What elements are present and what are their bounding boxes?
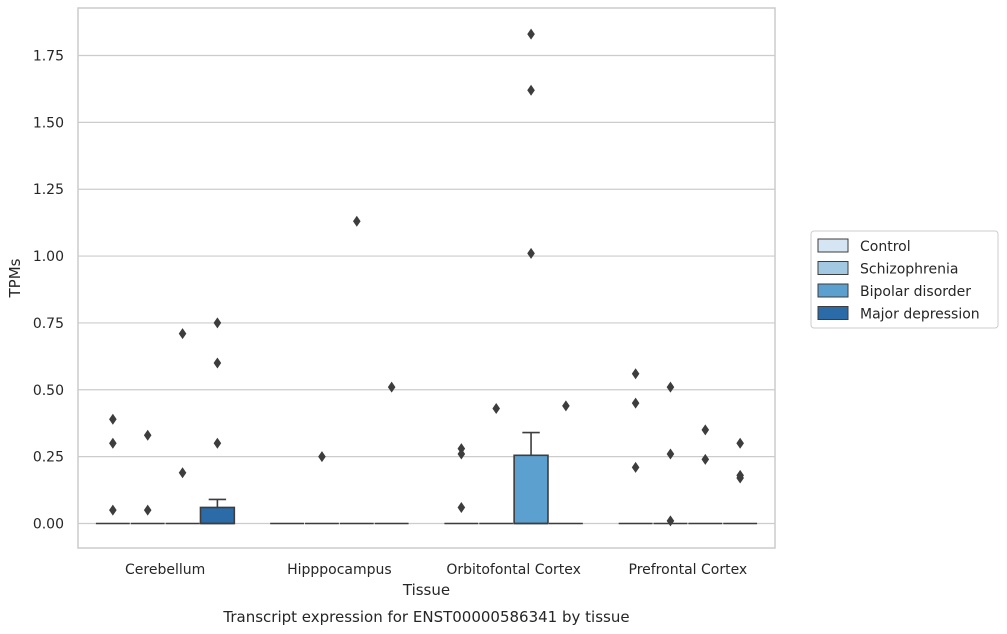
x-tick-labels: Cerebellum Hipppocampus Orbitofontal Corte… (125, 562, 747, 578)
outlier-point (178, 467, 187, 479)
outlier-point (666, 448, 675, 460)
outlier-point (701, 424, 710, 436)
outlier-point (666, 515, 675, 527)
outlier-point (178, 328, 187, 340)
outlier-point (631, 397, 640, 409)
grid-lines (78, 54, 775, 525)
outlier-point (666, 381, 675, 393)
outlier-point (492, 403, 500, 415)
legend-label: Major depression (860, 307, 980, 323)
box-group (479, 403, 514, 525)
legend-label: Schizophrenia (860, 262, 958, 278)
legend-swatch (817, 306, 849, 320)
outlier-point (213, 317, 222, 329)
outlier-point (318, 451, 326, 463)
legend: Control Schizophrenia Bipolar disorder Majo… (810, 230, 999, 329)
outlier-point (701, 453, 710, 465)
box-group (165, 328, 200, 525)
outlier-point (109, 437, 117, 449)
outlier-point (109, 413, 117, 425)
y-tick-label: 0.00 (33, 517, 64, 533)
outlier-point (562, 400, 570, 412)
outlier-point (143, 429, 152, 441)
outlier-point (109, 504, 117, 516)
box-group (548, 400, 583, 525)
y-axis-label: TPMs (6, 258, 24, 298)
box-plots (95, 28, 758, 527)
outlier-point (213, 437, 222, 449)
outlier-point (736, 437, 744, 449)
x-tick-label: Cerebellum (125, 562, 205, 578)
plot-frame (77, 7, 776, 549)
legend-frame (810, 230, 999, 329)
x-axis-label: Tissue (402, 581, 450, 599)
outlier-point (213, 357, 222, 369)
box-group (513, 28, 549, 525)
outlier-point (353, 215, 361, 227)
legend-label: Bipolar disorder (860, 284, 971, 300)
box-group (618, 368, 653, 525)
outlier-point (527, 28, 535, 40)
box-group (95, 413, 130, 525)
y-tick-label: 1.25 (33, 182, 64, 198)
legend-label: Control (860, 239, 911, 255)
outlier-point (457, 501, 466, 513)
legend-swatch (817, 261, 849, 275)
box-group (653, 381, 688, 527)
outlier-point (631, 461, 640, 473)
y-tick-label: 1.50 (33, 115, 64, 131)
y-tick-labels: 0.00 0.25 0.50 0.75 1.00 1.25 1.50 1.75 (33, 49, 64, 533)
box (513, 454, 549, 525)
x-tick-label: Hipppocampus (287, 562, 392, 578)
box-group (688, 424, 723, 525)
outlier-point (527, 84, 535, 96)
y-tick-label: 0.50 (33, 383, 64, 399)
legend-swatch (817, 238, 849, 253)
outlier-point (736, 472, 744, 484)
y-tick-label: 1.75 (33, 49, 64, 65)
box-group (339, 215, 374, 525)
x-tick-label: Prefrontal Cortex (629, 562, 748, 578)
box-group (199, 317, 236, 525)
box-group (374, 381, 409, 525)
legend-swatch (817, 283, 849, 298)
box (199, 506, 236, 525)
outlier-point (143, 504, 152, 516)
chart-caption: Transcript expression for ENST0000058634… (222, 608, 629, 626)
box-group (305, 451, 339, 525)
outlier-point (387, 381, 396, 393)
y-tick-label: 1.00 (33, 249, 64, 265)
box-group (130, 429, 165, 525)
box-group (723, 437, 758, 525)
outlier-point (457, 448, 466, 460)
y-tick-label: 0.25 (33, 450, 64, 466)
outlier-point (527, 247, 535, 259)
y-tick-label: 0.75 (33, 316, 64, 332)
box-group (444, 443, 479, 525)
x-tick-label: Orbitofontal Cortex (446, 562, 581, 578)
outlier-point (631, 368, 640, 380)
